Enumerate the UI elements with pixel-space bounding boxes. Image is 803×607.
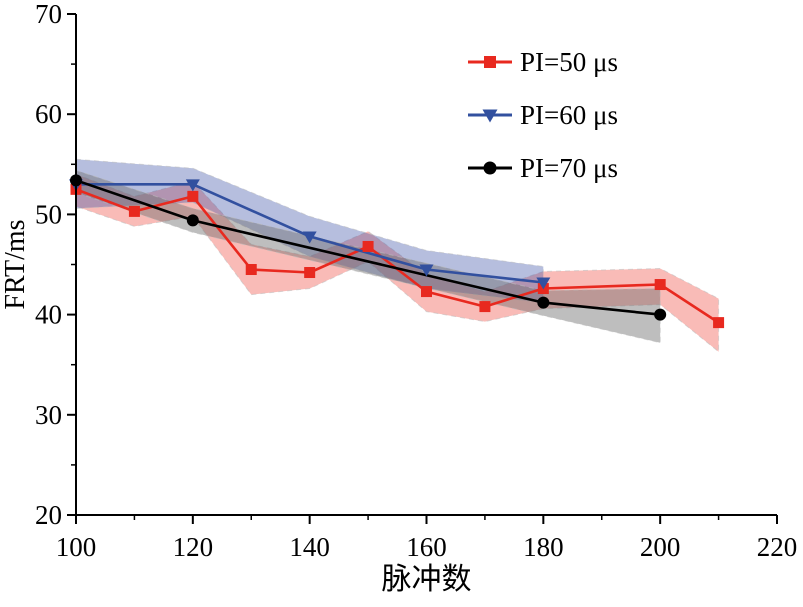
x-tick-label: 180 [523, 532, 564, 562]
x-tick-label: 120 [173, 532, 214, 562]
x-axis-label: 脉冲数 [382, 563, 472, 596]
y-tick-label: 60 [35, 99, 62, 129]
y-tick-label: 40 [35, 300, 62, 330]
data-point-0-2 [187, 190, 199, 202]
data-point-0-5 [362, 240, 374, 252]
y-tick-label: 70 [35, 0, 62, 29]
legend-marker-circle [483, 161, 497, 175]
x-tick-label: 100 [56, 532, 97, 562]
y-tick-label: 50 [35, 199, 62, 229]
y-axis-label: FRT/ms [0, 219, 31, 309]
error-band-2 [75, 169, 661, 344]
series-line-2 [75, 179, 661, 316]
data-point-1-3 [419, 264, 434, 277]
data-point-0-6 [421, 286, 432, 298]
data-point-1-1 [185, 179, 200, 192]
legend: PI=50 μs PI=60 μs PI=70 μs [468, 47, 618, 183]
legend-item-2: PI=70 μs [468, 153, 618, 183]
x-tick-label: 140 [289, 532, 330, 562]
x-tick-label: 220 [757, 532, 798, 562]
data-point-2-2 [537, 296, 550, 309]
legend-marker-square [484, 56, 496, 68]
data-point-1-4 [536, 277, 551, 290]
data-point-0-9 [654, 279, 666, 291]
data-point-2-1 [186, 214, 199, 227]
data-point-0-10 [713, 317, 725, 329]
legend-marker-triangle [482, 109, 498, 123]
data-point-0-3 [245, 264, 257, 276]
y-tick-label: 30 [35, 400, 62, 430]
legend-item-0: PI=50 μs [468, 47, 618, 77]
x-tick-label: 160 [406, 532, 447, 562]
y-tick-label: 20 [35, 500, 62, 530]
data-point-0-1 [128, 205, 140, 217]
data-point-2-3 [654, 308, 667, 321]
legend-label: PI=60 μs [520, 100, 618, 130]
legend-label: PI=50 μs [520, 47, 618, 77]
x-tick-label: 200 [640, 532, 681, 562]
data-point-0-7 [479, 301, 491, 313]
legend-item-1: PI=60 μs [468, 100, 618, 130]
data-point-1-2 [302, 231, 317, 244]
legend-label: PI=70 μs [520, 153, 618, 183]
data-point-0-4 [304, 267, 316, 279]
error-band-0 [75, 173, 720, 353]
